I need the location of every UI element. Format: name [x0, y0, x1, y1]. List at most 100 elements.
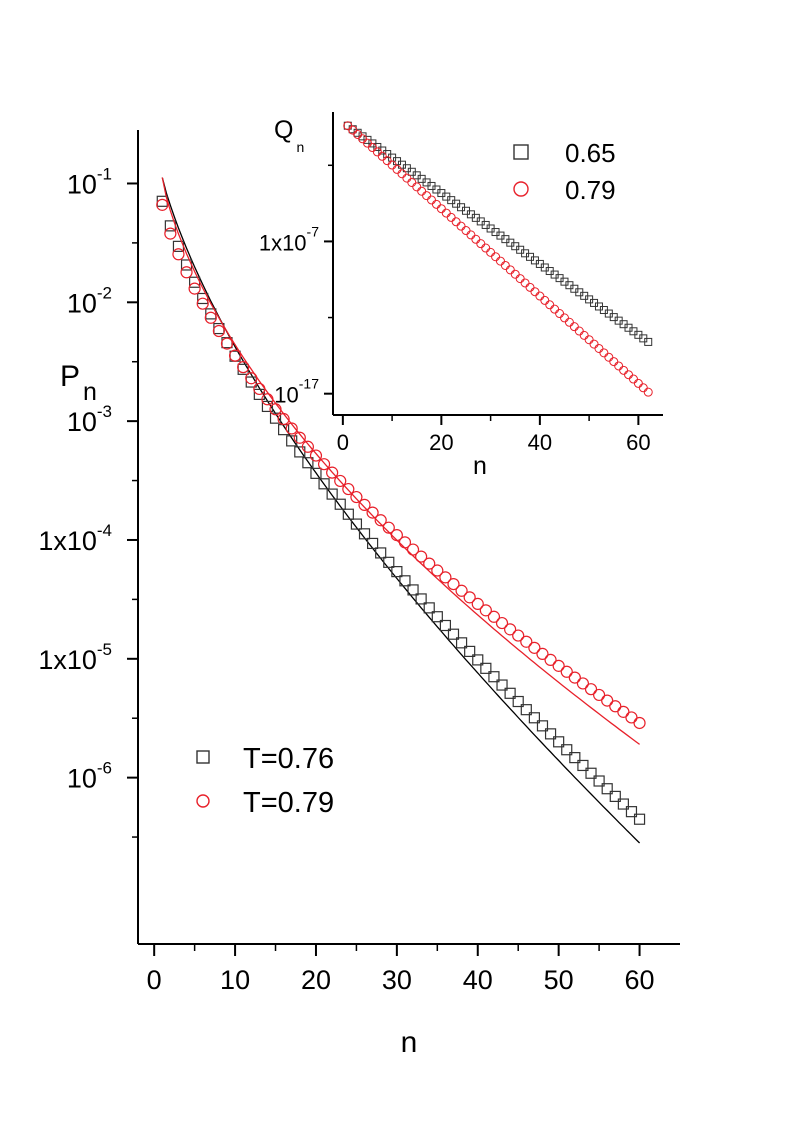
data-point-circle: [293, 431, 306, 444]
inset-x-tick-label: 40: [528, 430, 552, 455]
legend-label: T=0.79: [243, 787, 334, 819]
data-point-circle: [350, 490, 363, 504]
x-tick-label: 40: [463, 965, 493, 995]
main-plot: 0 10 20 30 40 50 6010-110-210-31x10-41x10-510-…: [38, 130, 680, 1059]
data-point-circle: [220, 337, 234, 350]
data-point-circle: [204, 311, 217, 324]
data-point-circle: [390, 528, 403, 542]
x-tick-label: 30: [382, 965, 412, 995]
data-point-square: [577, 759, 589, 772]
data-point-square: [544, 728, 557, 740]
x-tick-label: 60: [625, 965, 655, 995]
data-point-square: [625, 806, 638, 818]
legend-label: T=0.76: [243, 743, 334, 775]
inset-y-axis-title: Qn: [274, 116, 304, 155]
data-point-circle: [269, 403, 282, 416]
data-point-square: [261, 400, 274, 413]
data-point-circle: [261, 393, 274, 406]
tick-mantissa: 10: [67, 288, 97, 318]
data-point-circle: [447, 577, 460, 591]
data-point-square: [496, 679, 508, 691]
tick-exponent: -5: [97, 640, 112, 659]
data-point-circle: [245, 372, 258, 385]
data-point-square: [196, 750, 210, 764]
data-point-circle: [520, 635, 533, 648]
tick-mantissa: 10: [274, 383, 298, 408]
data-point-circle: [334, 474, 347, 488]
data-point-square: [528, 712, 540, 724]
data-point-square: [512, 695, 524, 708]
x-tick-label: 0: [147, 965, 162, 995]
data-point-square: [553, 736, 565, 748]
tick-exponent: -6: [97, 759, 112, 778]
data-point-circle: [536, 647, 549, 660]
data-point-square: [286, 435, 298, 447]
data-point-circle: [326, 466, 339, 479]
tick-exponent: -4: [97, 521, 112, 540]
tick-mantissa: 10: [67, 169, 97, 199]
data-point-square: [520, 704, 532, 716]
data-point-circle: [431, 564, 444, 577]
data-point-circle: [156, 198, 169, 211]
data-point-square: [415, 593, 427, 605]
y-tick-label: 10-3: [67, 402, 112, 437]
data-point-circle: [471, 597, 484, 610]
data-point-circle: [237, 361, 250, 374]
data-point-circle: [398, 536, 412, 549]
data-point-square: [342, 508, 354, 520]
data-point-square: [633, 813, 646, 825]
data-point-square: [302, 457, 314, 469]
y-tick-label: 10-1: [67, 164, 112, 199]
data-point-square: [205, 308, 217, 320]
data-point-circle: [463, 591, 476, 604]
data-point-circle: [228, 349, 242, 362]
data-point-square: [488, 671, 500, 683]
data-point-circle: [439, 571, 452, 584]
data-point-circle: [180, 266, 193, 279]
data-point-square: [439, 619, 452, 632]
data-point-circle: [495, 616, 509, 630]
data-point-circle: [617, 705, 630, 718]
y-tick-label: 10-6: [67, 759, 112, 794]
data-point-square: [366, 537, 379, 550]
data-point-square: [245, 376, 257, 388]
data-point-square: [536, 720, 549, 732]
tick-mantissa: 10: [67, 407, 97, 437]
data-point-square: [350, 518, 363, 530]
data-point-circle: [609, 700, 622, 713]
tick-exponent: -17: [299, 376, 319, 392]
tick-exponent: -2: [97, 283, 112, 302]
data-point-circle: [560, 665, 573, 678]
data-point-square: [431, 611, 443, 623]
data-point-square: [318, 478, 330, 490]
data-point-circle: [342, 482, 355, 496]
data-point-square: [447, 628, 460, 640]
data-point-circle: [301, 440, 314, 453]
data-point-circle: [423, 557, 436, 570]
axis-title-main: P: [60, 360, 80, 393]
data-point-square: [455, 637, 468, 649]
tick-exponent: -1: [97, 164, 112, 183]
data-point-square: [464, 645, 476, 658]
data-point-square: [423, 602, 435, 614]
data-point-circle: [528, 641, 541, 654]
data-point-circle: [172, 248, 185, 261]
inset-x-axis-title: n: [473, 452, 487, 480]
data-point-circle: [253, 382, 266, 396]
data-point-square: [513, 144, 529, 160]
tick-mantissa: 1x10: [38, 645, 97, 675]
x-tick-label: 50: [544, 965, 574, 995]
inset-y-tick-label: 10-17: [274, 376, 319, 408]
data-point-circle: [576, 677, 590, 690]
data-point-circle: [504, 623, 517, 636]
data-point-square: [358, 528, 371, 540]
data-point-square: [585, 767, 597, 779]
data-point-circle: [643, 387, 653, 397]
data-point-square: [569, 752, 581, 764]
axis-title-subscript: n: [296, 139, 304, 155]
data-point-circle: [455, 584, 468, 597]
y-tick-label: 1x10-4: [38, 521, 112, 556]
data-point-circle: [196, 297, 209, 310]
tick-mantissa: 1x10: [259, 230, 307, 255]
